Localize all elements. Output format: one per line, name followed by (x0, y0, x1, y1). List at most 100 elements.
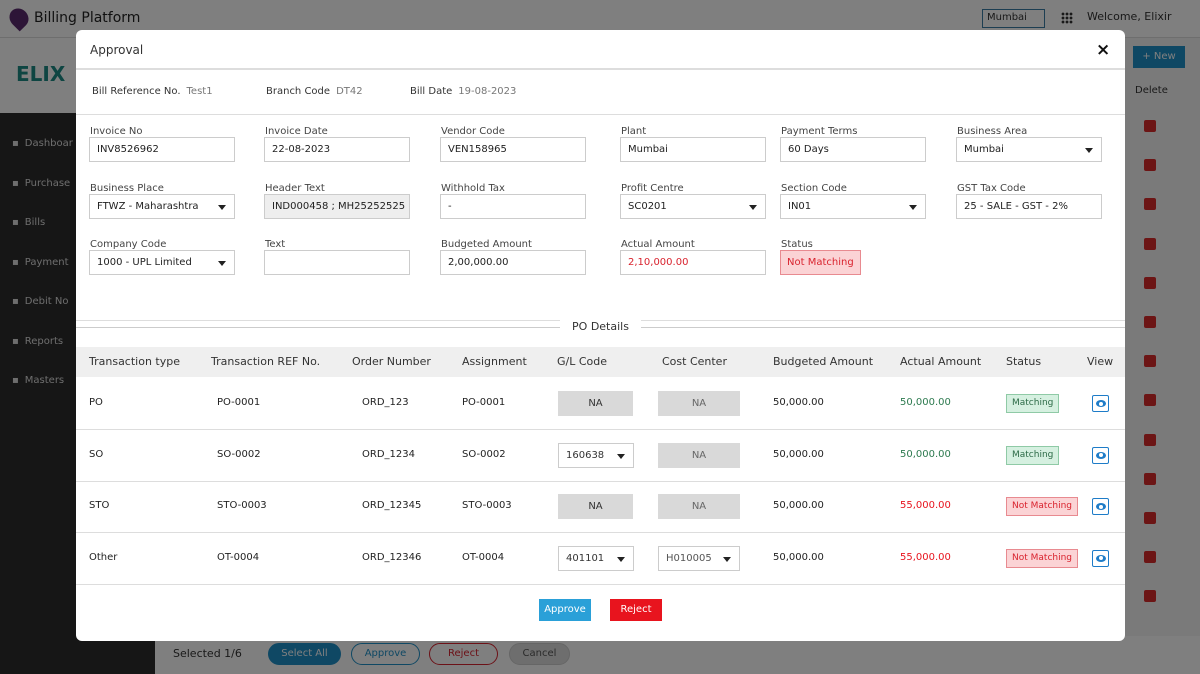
meta-value: 19-08-2023 (458, 86, 517, 97)
bill-date: Bill Date 19-08-2023 (410, 86, 516, 97)
ref-cell: SO-0002 (217, 448, 261, 460)
gl-code-na: NA (558, 391, 633, 416)
column-header: View (1087, 355, 1114, 368)
header-text-label: Header Text (265, 183, 325, 194)
cost-center-na: NA (658, 442, 740, 468)
section-code-select[interactable]: IN01 (780, 194, 926, 219)
invoice-no-input[interactable]: INV8526962 (89, 137, 235, 162)
cost-center-na: NA (658, 391, 740, 416)
divider (76, 114, 1125, 115)
po-details-title: PO Details (560, 320, 641, 333)
meta-label: Bill Reference No. (92, 86, 181, 97)
modal-title: Approval (90, 43, 144, 57)
column-header: Order Number (352, 355, 431, 368)
profit-centre-label: Profit Centre (621, 183, 684, 194)
table-row (76, 378, 1125, 430)
order-cell: ORD_12346 (362, 551, 422, 563)
meta-label: Branch Code (266, 86, 331, 97)
column-header: Cost Center (662, 355, 727, 368)
invoice-no-label: Invoice No (90, 126, 143, 137)
budget-cell: 50,000.00 (773, 551, 824, 563)
bill-reference: Bill Reference No. Test1 (92, 86, 213, 97)
reject-button[interactable]: Reject (610, 599, 662, 621)
actual-cell: 50,000.00 (900, 448, 951, 460)
business-area-label: Business Area (957, 126, 1028, 137)
text-input[interactable] (264, 250, 410, 275)
cost-center-na: NA (658, 494, 740, 520)
business-place-label: Business Place (90, 183, 164, 194)
approve-button[interactable]: Approve (539, 599, 591, 621)
actual-cell: 55,000.00 (900, 500, 951, 512)
column-header: Transaction REF No. (211, 355, 321, 368)
budgeted-amount-input[interactable]: 2,00,000.00 (440, 250, 586, 275)
payment-terms-input[interactable]: 60 Days (780, 137, 926, 162)
withhold-tax-input[interactable]: - (440, 194, 586, 219)
status-badge: Not Matching (1006, 497, 1079, 517)
view-eye-icon[interactable] (1092, 446, 1109, 464)
table-row (76, 481, 1125, 534)
assign-cell: OT-0004 (462, 551, 505, 563)
withhold-tax-label: Withhold Tax (441, 183, 505, 194)
header-text-input: IND000458 ; MH25252525 (264, 194, 410, 219)
eye-glyph (1095, 400, 1106, 407)
budgeted-amount-label: Budgeted Amount (441, 239, 532, 250)
ref-cell: OT-0004 (217, 551, 260, 563)
actual-amount-label: Actual Amount (621, 239, 695, 250)
column-header: Transaction type (89, 355, 180, 368)
column-header: G/L Code (557, 355, 608, 368)
type-cell: SO (89, 448, 104, 460)
actual-cell: 50,000.00 (900, 397, 951, 408)
invoice-date-label: Invoice Date (265, 126, 328, 137)
payment-terms-label: Payment Terms (781, 126, 858, 137)
table-row (76, 533, 1125, 585)
meta-value: Test1 (186, 86, 213, 97)
plant-input[interactable]: Mumbai (620, 137, 766, 162)
company-code-select[interactable]: 1000 - UPL Limited (89, 250, 235, 275)
type-cell: Other (89, 551, 118, 563)
gst-tax-code-label: GST Tax Code (957, 183, 1026, 194)
text-label: Text (265, 239, 286, 250)
status-badge: Not Matching (780, 250, 861, 275)
vendor-code-label: Vendor Code (441, 126, 505, 137)
ref-cell: PO-0001 (217, 397, 261, 408)
budget-cell: 50,000.00 (773, 397, 824, 408)
order-cell: ORD_12345 (362, 500, 422, 512)
table-header (76, 347, 1125, 377)
gl-code-select[interactable]: 401101 (558, 545, 634, 571)
budget-cell: 50,000.00 (773, 448, 824, 460)
type-cell: PO (89, 397, 103, 408)
invoice-date-input[interactable]: 22-08-2023 (264, 137, 410, 162)
business-area-select[interactable]: Mumbai (956, 137, 1102, 162)
cost-center-select[interactable]: H010005 (658, 545, 740, 571)
gst-tax-code-input[interactable]: 25 - SALE - GST - 2% (956, 194, 1102, 219)
ref-cell: STO-0003 (217, 500, 267, 512)
assign-cell: PO-0001 (462, 397, 506, 408)
view-eye-icon[interactable] (1092, 498, 1109, 516)
assign-cell: STO-0003 (462, 500, 512, 512)
actual-cell: 55,000.00 (900, 551, 951, 563)
eye-glyph (1095, 503, 1106, 511)
table-row (76, 430, 1125, 482)
status-badge: Matching (1006, 445, 1060, 465)
status-label: Status (781, 239, 813, 250)
branch-code: Branch Code DT42 (266, 86, 363, 97)
profit-centre-select[interactable]: SC0201 (620, 194, 766, 219)
view-eye-icon[interactable] (1092, 395, 1109, 412)
assign-cell: SO-0002 (462, 448, 506, 460)
gl-code-select[interactable]: 160638 (558, 442, 634, 468)
column-header: Budgeted Amount (773, 355, 874, 368)
section-code-label: Section Code (781, 183, 847, 194)
divider (76, 68, 1125, 70)
close-icon[interactable]: × (1096, 40, 1111, 60)
plant-label: Plant (621, 126, 647, 137)
order-cell: ORD_1234 (362, 448, 415, 460)
vendor-code-input[interactable]: VEN158965 (440, 137, 586, 162)
view-eye-icon[interactable] (1092, 549, 1109, 567)
status-badge: Matching (1006, 394, 1060, 413)
po-details-heading: PO Details (76, 320, 1125, 333)
actual-amount-input[interactable]: 2,10,000.00 (620, 250, 766, 275)
type-cell: STO (89, 500, 110, 512)
business-place-select[interactable]: FTWZ - Maharashtra (89, 194, 235, 219)
company-code-label: Company Code (90, 239, 167, 250)
column-header: Status (1006, 355, 1042, 368)
